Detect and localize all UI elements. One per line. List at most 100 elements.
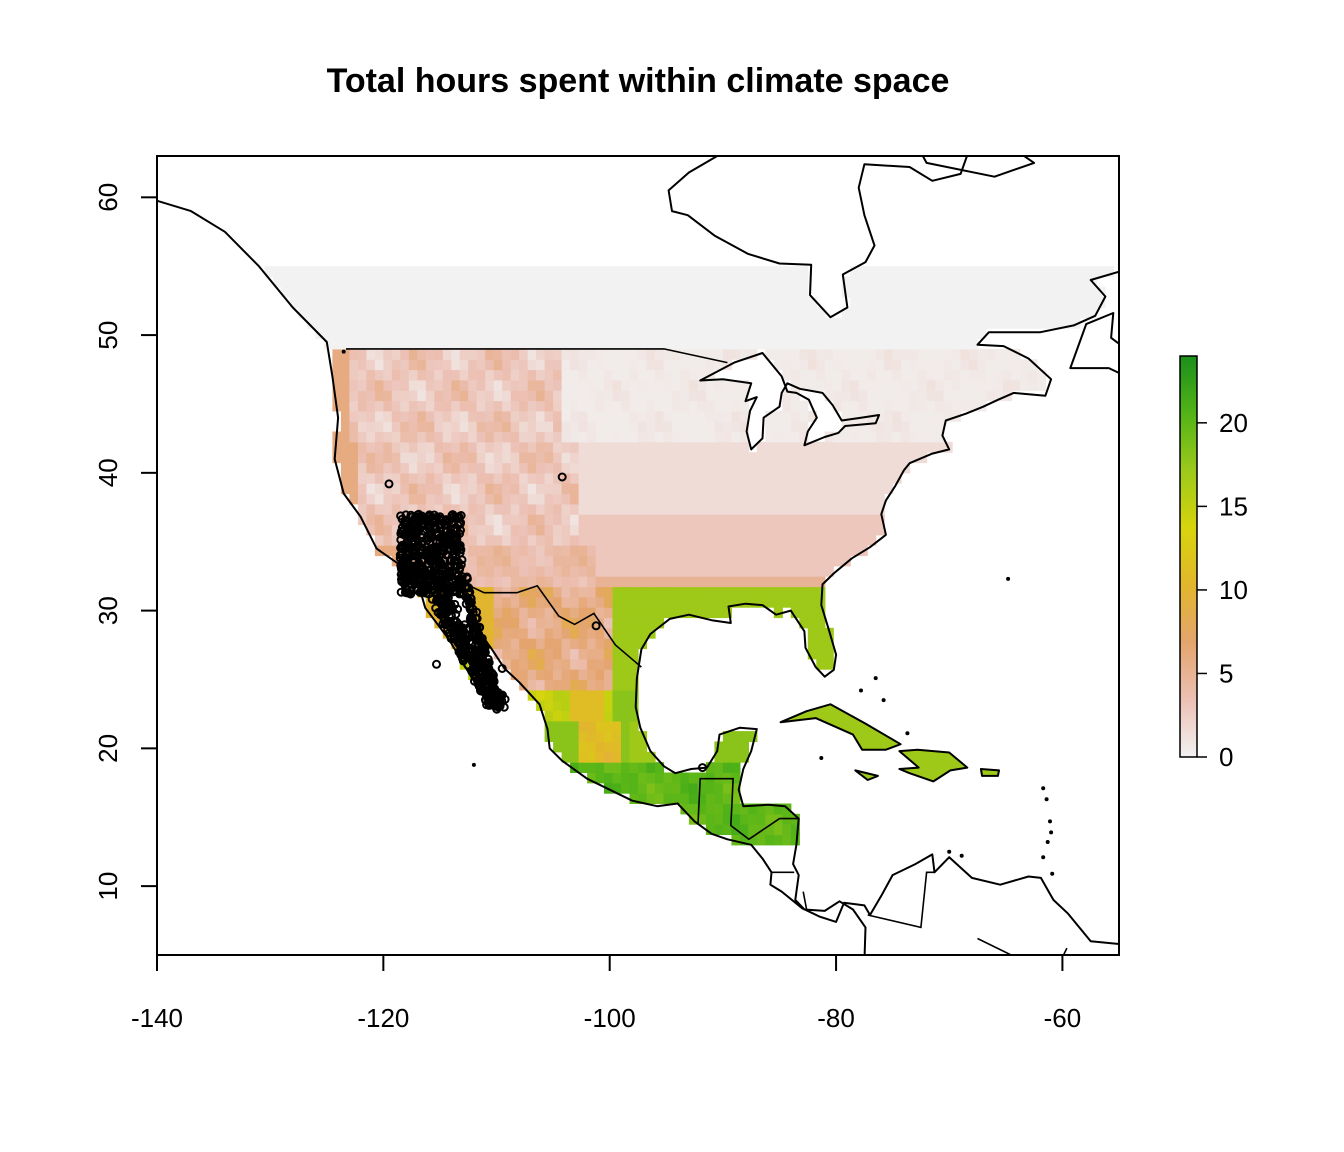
raster-cell — [332, 276, 342, 288]
raster-cell — [612, 658, 622, 670]
raster-cell — [952, 348, 962, 360]
raster-cell — [655, 452, 665, 464]
raster-cell — [612, 565, 622, 577]
raster-cell — [824, 545, 834, 557]
raster-cell — [824, 638, 834, 650]
raster-cell — [765, 338, 775, 350]
raster-cell — [527, 596, 537, 608]
raster-cell — [663, 545, 673, 557]
raster-cell — [400, 286, 410, 298]
raster-cell — [807, 648, 817, 660]
raster-cell — [638, 421, 648, 433]
raster-cell — [502, 462, 512, 474]
raster-cell — [621, 617, 631, 629]
raster-cell — [578, 700, 588, 711]
raster-cell — [1011, 297, 1021, 309]
raster-cell — [357, 379, 367, 391]
raster-cell — [493, 348, 503, 360]
raster-cell — [553, 276, 563, 288]
raster-cell — [773, 286, 783, 298]
raster-cell — [578, 328, 588, 340]
raster-cell — [807, 503, 817, 515]
raster-cell — [867, 266, 877, 278]
raster-cell — [451, 410, 461, 422]
raster-cell — [570, 441, 580, 453]
raster-cell — [824, 555, 834, 567]
raster-cell — [722, 741, 732, 753]
raster-cell — [739, 379, 749, 391]
raster-cell — [349, 338, 359, 350]
raster-cell — [510, 348, 520, 360]
raster-cell — [604, 607, 614, 619]
raster-cell — [858, 410, 868, 422]
raster-cell — [536, 555, 546, 567]
raster-cell — [536, 638, 546, 650]
raster-cell — [349, 379, 359, 391]
raster-cell — [638, 576, 648, 588]
raster-cell — [417, 297, 427, 309]
raster-cell — [612, 617, 622, 629]
raster-cell — [816, 379, 826, 391]
raster-cell — [756, 524, 766, 536]
raster-cell — [960, 276, 970, 288]
raster-cell — [544, 503, 554, 515]
raster-cell — [298, 307, 308, 319]
raster-cell — [663, 565, 673, 577]
raster-cell — [544, 669, 554, 681]
raster-cell — [527, 627, 537, 639]
raster-cell — [391, 441, 401, 453]
raster-cell — [510, 431, 520, 443]
raster-cell — [952, 359, 962, 371]
raster-cell — [833, 545, 843, 557]
raster-cell — [638, 328, 648, 340]
raster-cell — [935, 317, 945, 329]
raster-cell — [756, 276, 766, 288]
raster-cell — [527, 338, 537, 350]
raster-cell — [655, 483, 665, 495]
raster-cell — [790, 607, 800, 619]
raster-cell — [824, 328, 834, 340]
raster-cell — [926, 317, 936, 329]
raster-cell — [366, 503, 376, 515]
raster-cell — [391, 452, 401, 464]
raster-cell — [519, 266, 529, 278]
raster-cell — [680, 534, 690, 546]
raster-cell — [527, 669, 537, 681]
raster-cell — [587, 400, 597, 412]
raster-cell — [485, 452, 495, 464]
raster-cell — [850, 421, 860, 433]
raster-cell — [816, 359, 826, 371]
raster-cell — [638, 607, 648, 619]
observation-point — [443, 590, 453, 600]
raster-cell — [705, 276, 715, 288]
raster-cell — [612, 762, 622, 773]
raster-cell — [655, 328, 665, 340]
raster-cell — [612, 555, 622, 567]
raster-cell — [561, 452, 571, 464]
raster-cell — [773, 524, 783, 536]
raster-cell — [1011, 307, 1021, 319]
raster-cell — [570, 534, 580, 546]
raster-cell — [841, 400, 851, 412]
raster-cell — [841, 483, 851, 495]
raster-cell — [722, 328, 732, 340]
raster-cell — [400, 359, 410, 371]
raster-cell — [408, 400, 418, 412]
raster-cell — [1020, 286, 1030, 298]
raster-cell — [697, 576, 707, 588]
raster-cell — [493, 328, 503, 340]
observation-point — [487, 690, 497, 700]
raster-cell — [994, 276, 1004, 288]
raster-cell — [807, 493, 817, 505]
raster-cell — [374, 452, 384, 464]
raster-cell — [604, 555, 614, 567]
raster-cell — [799, 555, 809, 567]
raster-cell — [621, 493, 631, 505]
raster-cell — [595, 648, 605, 660]
raster-cell — [875, 431, 885, 443]
raster-cell — [510, 338, 520, 350]
raster-cell — [858, 390, 868, 402]
raster-cell — [655, 545, 665, 557]
raster-cell — [561, 462, 571, 474]
raster-cell — [553, 317, 563, 329]
